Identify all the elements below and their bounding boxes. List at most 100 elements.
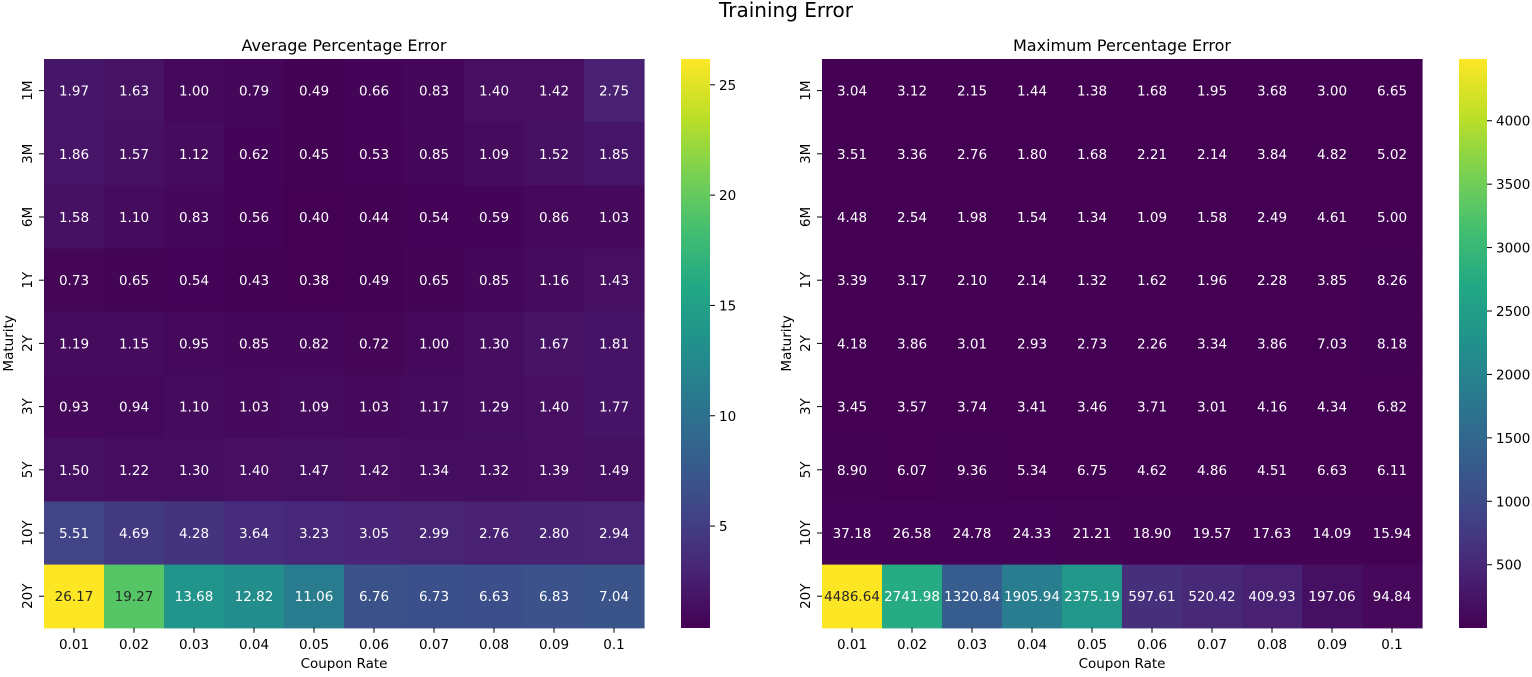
cell-value-label: 1.95 bbox=[1197, 84, 1227, 100]
cell-value-label: 12.82 bbox=[235, 589, 274, 605]
heatmap-cell bbox=[1002, 59, 1063, 123]
heatmap-cell bbox=[404, 438, 465, 502]
cell-value-label: 0.54 bbox=[179, 273, 209, 289]
cell-value-label: 1.09 bbox=[299, 400, 329, 416]
cell-value-label: 2.99 bbox=[419, 526, 449, 542]
cell-value-label: 1905.94 bbox=[1004, 589, 1060, 605]
cell-value-label: 2.76 bbox=[479, 526, 509, 542]
heatmap-cell bbox=[1182, 122, 1243, 186]
heatmap-cell bbox=[1362, 564, 1423, 629]
cell-value-label: 1.15 bbox=[119, 336, 149, 352]
cell-value-label: 1.10 bbox=[179, 400, 209, 416]
cell-value-label: 1.30 bbox=[479, 336, 509, 352]
cell-value-label: 1.30 bbox=[179, 463, 209, 479]
cell-value-label: 1.39 bbox=[539, 463, 569, 479]
heatmap-cell bbox=[344, 311, 405, 376]
heatmap-cell bbox=[1002, 311, 1063, 376]
heatmap-cell bbox=[1242, 375, 1303, 439]
x-tick-label: 0.04 bbox=[1017, 637, 1047, 653]
heatmap-cell bbox=[164, 564, 225, 629]
heatmap-cell bbox=[1182, 375, 1243, 439]
y-tick-label: 2Y bbox=[798, 334, 814, 352]
cell-value-label: 3.84 bbox=[1257, 147, 1287, 163]
cell-value-label: 3.12 bbox=[897, 84, 927, 100]
heatmap-cell bbox=[284, 564, 345, 629]
heatmap-cell bbox=[104, 311, 165, 376]
heatmap-cell bbox=[284, 501, 345, 566]
heatmap-cell bbox=[1182, 185, 1243, 250]
heatmap-cell bbox=[164, 59, 225, 123]
cell-value-label: 17.63 bbox=[1253, 526, 1292, 542]
cell-value-label: 0.49 bbox=[299, 84, 329, 100]
heatmap-cell bbox=[344, 564, 405, 629]
cell-value-label: 3.46 bbox=[1077, 400, 1107, 416]
heatmap-cell bbox=[584, 438, 645, 502]
cell-value-label: 2.94 bbox=[599, 526, 629, 542]
cell-value-label: 4486.64 bbox=[824, 589, 880, 605]
cell-value-label: 1.63 bbox=[119, 84, 149, 100]
cell-value-label: 18.90 bbox=[1133, 526, 1172, 542]
heatmap-cell bbox=[1122, 311, 1183, 376]
heatmap-cell bbox=[44, 438, 105, 502]
colorbar-tick-label: 25 bbox=[719, 78, 736, 94]
heatmap-cell bbox=[284, 59, 345, 123]
cell-value-label: 1.16 bbox=[539, 273, 569, 289]
cell-value-label: 1.97 bbox=[59, 84, 89, 100]
heatmap-cell bbox=[164, 248, 225, 313]
heatmap-cell bbox=[1242, 59, 1303, 123]
heatmap-cell bbox=[284, 438, 345, 502]
cell-value-label: 5.00 bbox=[1377, 210, 1407, 226]
heatmap-cell bbox=[1302, 564, 1363, 629]
heatmap-cell bbox=[404, 311, 465, 376]
heatmap-cell bbox=[1062, 185, 1123, 250]
cell-value-label: 1.86 bbox=[59, 147, 89, 163]
cell-value-label: 3.23 bbox=[299, 526, 329, 542]
cell-value-label: 94.84 bbox=[1373, 589, 1412, 605]
heatmap-cell bbox=[1002, 375, 1063, 439]
y-tick-label: 5Y bbox=[20, 461, 36, 479]
heatmap-cell bbox=[584, 564, 645, 629]
cell-value-label: 2.80 bbox=[539, 526, 569, 542]
cell-value-label: 1.12 bbox=[179, 147, 209, 163]
y-tick-label: 3Y bbox=[798, 397, 814, 415]
cell-value-label: 5.51 bbox=[59, 526, 89, 542]
y-axis-label: Maturity bbox=[1, 315, 17, 371]
cell-value-label: 0.62 bbox=[239, 147, 269, 163]
heatmap-cell bbox=[224, 375, 285, 439]
heatmap-cell bbox=[164, 375, 225, 439]
cell-value-label: 0.40 bbox=[299, 210, 329, 226]
colorbar-tick-label: 3000 bbox=[1496, 241, 1530, 257]
heatmap-cell bbox=[584, 59, 645, 123]
heatmap-cell bbox=[464, 375, 525, 439]
cell-value-label: 4.34 bbox=[1317, 400, 1347, 416]
cell-value-label: 1.19 bbox=[59, 336, 89, 352]
heatmap-cell bbox=[1062, 311, 1123, 376]
heatmap-cell bbox=[882, 311, 943, 376]
cell-value-label: 6.07 bbox=[897, 463, 927, 479]
cell-value-label: 1.17 bbox=[419, 400, 449, 416]
y-tick-label: 1Y bbox=[20, 271, 36, 289]
x-tick-label: 0.08 bbox=[479, 637, 509, 653]
cell-value-label: 1.38 bbox=[1077, 84, 1107, 100]
cell-value-label: 2.75 bbox=[599, 84, 629, 100]
heatmap-cell bbox=[584, 185, 645, 250]
cell-value-label: 4.28 bbox=[179, 526, 209, 542]
cell-value-label: 11.06 bbox=[295, 589, 334, 605]
y-tick-label: 20Y bbox=[798, 583, 814, 609]
heatmap-cell bbox=[404, 564, 465, 629]
cell-value-label: 1.67 bbox=[539, 336, 569, 352]
cell-value-label: 5.02 bbox=[1377, 147, 1407, 163]
colorbar bbox=[1459, 59, 1487, 628]
cell-value-label: 4.51 bbox=[1257, 463, 1287, 479]
heatmap-cell bbox=[1182, 311, 1243, 376]
cell-value-label: 3.68 bbox=[1257, 84, 1287, 100]
heatmap-cell bbox=[404, 122, 465, 186]
heatmap-cell bbox=[1302, 438, 1363, 502]
cell-value-label: 9.36 bbox=[957, 463, 987, 479]
cell-value-label: 1.54 bbox=[1017, 210, 1047, 226]
heatmap-cell bbox=[584, 248, 645, 313]
heatmap-cell bbox=[1182, 59, 1243, 123]
y-tick-label: 1Y bbox=[798, 271, 814, 289]
cell-value-label: 2.49 bbox=[1257, 210, 1287, 226]
cell-value-label: 1.03 bbox=[239, 400, 269, 416]
